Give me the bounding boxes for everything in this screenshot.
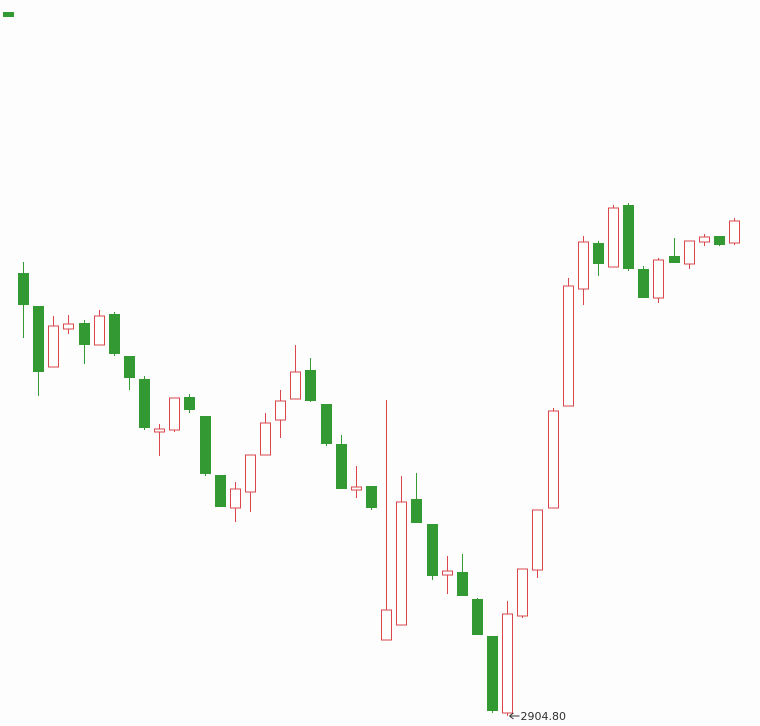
candle-body — [669, 256, 680, 263]
candle-body — [563, 285, 574, 407]
candle-body — [502, 613, 513, 714]
legend-marker — [3, 12, 14, 17]
candle-body — [532, 509, 543, 571]
candle-body — [139, 379, 150, 428]
candle-body — [623, 205, 634, 269]
candle-body — [684, 240, 695, 265]
candle-body — [411, 499, 422, 523]
candle-body — [517, 568, 528, 617]
candle-body — [548, 410, 559, 509]
candle-body — [381, 609, 392, 641]
candle-body — [184, 397, 195, 410]
candle-body — [245, 454, 256, 493]
candle-body — [154, 428, 165, 433]
candle-body — [48, 325, 59, 368]
candle-body — [638, 269, 649, 298]
candle-body — [396, 501, 407, 626]
candle-body — [366, 486, 377, 508]
candle-body — [33, 306, 44, 372]
candle-body — [578, 241, 589, 290]
candle-body — [124, 356, 135, 378]
candle-body — [351, 486, 362, 491]
candle-body — [714, 236, 725, 245]
candle-body — [457, 572, 468, 596]
candle-body — [653, 259, 664, 299]
candle-body — [18, 273, 29, 305]
candle-body — [487, 636, 498, 711]
candle-body — [729, 220, 740, 244]
candle-body — [427, 524, 438, 576]
candle-body — [472, 599, 483, 635]
candle-body — [321, 404, 332, 444]
candle-body — [230, 488, 241, 509]
candle-body — [63, 323, 74, 330]
candle-body — [608, 207, 619, 268]
candle-body — [200, 416, 211, 474]
candle-body — [290, 371, 301, 400]
annotation-label: 2904.80 — [521, 710, 567, 723]
candle-body — [79, 323, 90, 345]
candle-body — [699, 236, 710, 243]
annotation-arrowhead — [509, 712, 514, 720]
candle-body — [305, 370, 316, 401]
candle-body — [169, 397, 180, 431]
candle-body — [593, 243, 604, 264]
candle-body — [260, 422, 271, 456]
candle-body — [275, 400, 286, 421]
candle-body — [215, 475, 226, 507]
candle-body — [109, 314, 120, 354]
candle-body — [336, 444, 347, 489]
candle-body — [94, 315, 105, 346]
candle-body — [442, 570, 453, 576]
